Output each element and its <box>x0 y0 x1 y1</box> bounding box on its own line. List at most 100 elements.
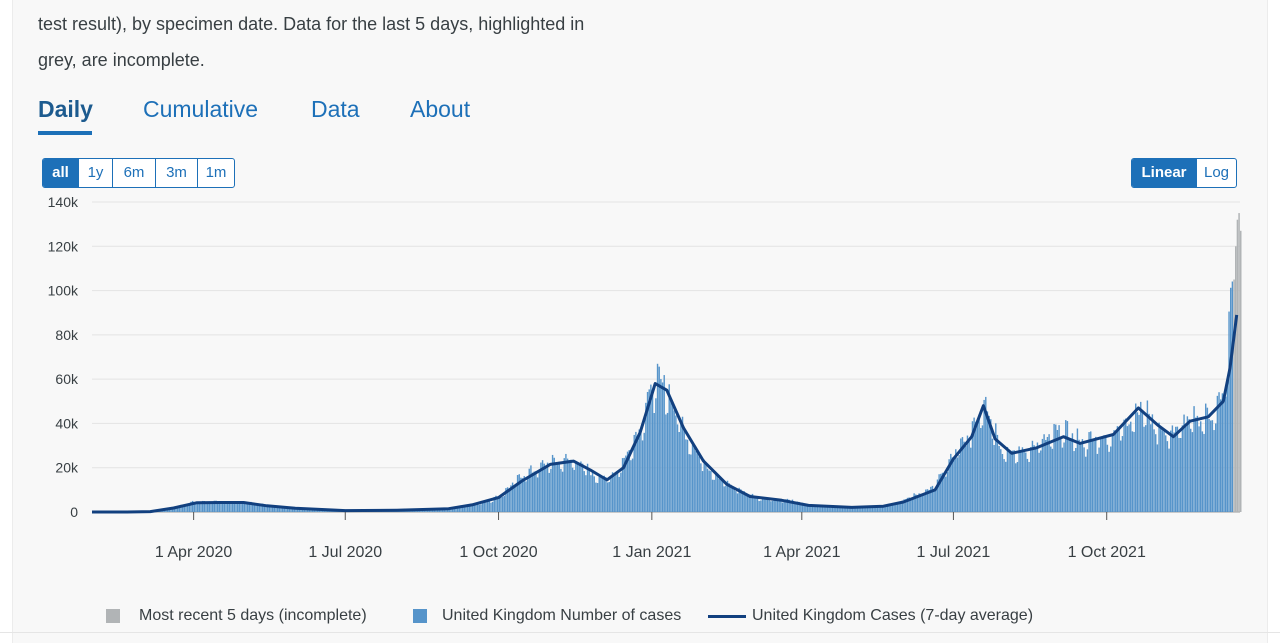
range-6m-button[interactable]: 6m <box>112 159 155 187</box>
cases-bar <box>1165 435 1167 512</box>
cases-bar <box>843 506 845 512</box>
cases-bar <box>1113 430 1115 512</box>
scale-log-button[interactable]: Log <box>1196 159 1236 187</box>
cases-bar <box>231 502 234 512</box>
cases-bar <box>268 506 271 512</box>
cases-bar <box>1193 406 1195 512</box>
cases-bar <box>1123 419 1125 512</box>
cases-bar <box>630 460 632 512</box>
cases-bar <box>626 451 629 512</box>
cases-bar <box>473 504 475 512</box>
cases-bar <box>605 477 607 512</box>
cases-bar <box>865 508 867 512</box>
cases-bar <box>661 382 664 512</box>
cases-bar <box>188 504 191 512</box>
incomplete-bar <box>1236 219 1239 512</box>
cases-bar <box>810 504 812 512</box>
cases-bar <box>1223 397 1225 512</box>
cases-bar <box>901 500 904 512</box>
cases-bar <box>575 461 577 512</box>
cases-bar <box>225 501 227 512</box>
cases-bar <box>491 501 494 512</box>
cases-bar <box>1023 450 1025 512</box>
incomplete-bars <box>1233 213 1242 513</box>
x-tick-label: 1 Jul 2020 <box>308 544 382 561</box>
cases-bar <box>910 498 912 512</box>
x-tick-label: 1 Oct 2020 <box>459 544 537 561</box>
cases-bar <box>1171 425 1174 512</box>
cases-bar <box>743 491 745 512</box>
cases-bar <box>198 503 201 512</box>
cases-bar <box>490 502 492 512</box>
cases-bar <box>420 510 422 512</box>
x-tick-label: 1 Apr 2021 <box>763 544 841 561</box>
cases-bar <box>655 398 657 512</box>
y-tick-label: 100k <box>48 283 79 299</box>
cases-bar <box>1030 447 1032 512</box>
cases-bar <box>926 489 929 512</box>
cases-bar <box>978 414 980 512</box>
cases-bar <box>696 453 699 512</box>
range-1y-button[interactable]: 1y <box>78 159 112 187</box>
cases-bar <box>1095 436 1097 512</box>
cases-bar <box>760 500 762 512</box>
cases-bar <box>271 505 274 512</box>
cases-bar <box>1080 444 1082 512</box>
cases-bar <box>993 445 995 512</box>
cases-bar <box>253 503 256 512</box>
cases-bar <box>1213 430 1215 512</box>
cases-bar <box>485 501 487 512</box>
cases-bar <box>600 475 602 512</box>
tab-daily[interactable]: Daily <box>38 96 93 122</box>
y-tick-label: 120k <box>48 238 79 254</box>
cases-bar <box>755 498 757 512</box>
cases-bar <box>671 401 674 512</box>
cases-bar <box>620 472 622 512</box>
cases-bar <box>481 501 484 512</box>
range-3m-button[interactable]: 3m <box>155 159 197 187</box>
cases-bar <box>308 508 311 512</box>
cases-bar <box>558 461 560 512</box>
cases-bar <box>933 491 935 512</box>
cases-bar <box>920 493 922 512</box>
cases-bar <box>650 384 652 512</box>
chart-card <box>12 0 1268 643</box>
cases-bar <box>1066 421 1069 512</box>
cases-bar <box>793 502 795 512</box>
range-1m-button[interactable]: 1m <box>197 159 234 187</box>
cases-bar <box>778 499 780 512</box>
cases-bar <box>260 503 262 512</box>
cases-bar <box>631 458 634 512</box>
cases-bar <box>1118 429 1120 512</box>
cases-bar <box>1011 450 1014 512</box>
seven-day-average-line <box>92 314 1239 514</box>
cases-bar <box>578 464 580 512</box>
cases-bar <box>1231 281 1234 512</box>
cases-bar <box>1180 438 1182 512</box>
cases-bar <box>1056 429 1059 512</box>
cases-bar <box>478 504 480 512</box>
cases-bar <box>986 411 989 512</box>
scale-selector: Linear Log <box>1131 158 1237 188</box>
tab-about[interactable]: About <box>410 96 471 122</box>
cases-bar <box>291 508 294 512</box>
cases-bar <box>776 499 779 512</box>
cases-bar <box>838 507 840 512</box>
tab-cumulative[interactable]: Cumulative <box>143 96 259 122</box>
cases-bar <box>775 499 777 512</box>
cases-bar <box>220 501 222 512</box>
cases-bar <box>451 507 454 512</box>
cases-bar <box>886 506 889 512</box>
cases-bar <box>1053 424 1055 512</box>
cases-bar <box>1031 440 1034 512</box>
range-all-button[interactable]: all <box>43 159 78 187</box>
cases-bar <box>940 473 942 512</box>
cases-bar <box>486 501 489 512</box>
cases-bar <box>511 482 514 512</box>
cases-bar <box>206 502 209 512</box>
cases-bar <box>1060 436 1062 512</box>
description-line-2: grey, are incomplete. <box>38 50 205 70</box>
scale-linear-button[interactable]: Linear <box>1132 159 1196 187</box>
tab-data[interactable]: Data <box>311 96 360 122</box>
cases-bar <box>541 460 544 512</box>
